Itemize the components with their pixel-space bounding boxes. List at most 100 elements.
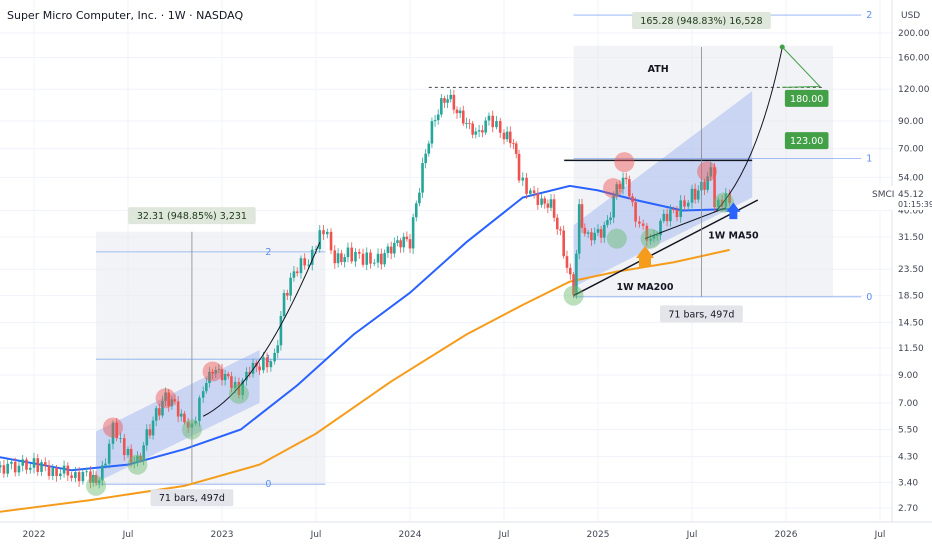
candle-body xyxy=(151,420,155,436)
candle-body xyxy=(357,251,361,254)
fib-label-right: 2 xyxy=(866,10,872,21)
measure-label-left-box xyxy=(128,207,256,225)
candle-body xyxy=(230,376,233,388)
ath-label: ATH xyxy=(648,64,669,75)
candle-body xyxy=(458,110,462,114)
time-tick-label: Jul xyxy=(122,530,134,540)
candle-body xyxy=(167,392,171,407)
price-axis-ticks: 2.70 3.40 4.30 5.50 7.00 9.00 11.50 14.50 18.50 2… xyxy=(898,29,930,514)
candle-body xyxy=(129,448,133,463)
time-axis-ticks: 2022 Jul 2023 Jul 2024 Jul 2025 Jul 2026 Jul xyxy=(23,530,886,540)
price-tick-label: 9.00 xyxy=(898,371,918,381)
candle-body xyxy=(111,422,115,444)
candle-body xyxy=(424,153,427,164)
price-tick-label: 200.00 xyxy=(898,29,930,39)
candle-body xyxy=(55,467,58,477)
candle-body xyxy=(176,401,180,417)
candle-body xyxy=(292,271,296,278)
candle-body xyxy=(142,445,145,460)
candle-body xyxy=(372,262,376,264)
candle-body xyxy=(136,455,139,463)
candle-body xyxy=(205,383,208,392)
price-axis[interactable] xyxy=(892,0,932,522)
zone-left xyxy=(96,231,326,485)
candles xyxy=(0,89,731,489)
candle-body xyxy=(495,121,498,128)
candle-body xyxy=(154,408,158,421)
candle-body xyxy=(303,258,307,266)
price-tick-label: 160.00 xyxy=(898,54,930,64)
target-123-label: 123.00 xyxy=(790,136,823,147)
candle-body xyxy=(675,210,679,218)
candle-body xyxy=(66,465,70,476)
candle-body xyxy=(565,256,569,268)
pivot-low-circle xyxy=(713,192,734,213)
candle-body xyxy=(543,198,547,204)
candle-body xyxy=(580,204,584,228)
price-tick-label: 4.30 xyxy=(898,453,918,463)
time-tick-label: 2026 xyxy=(775,530,798,540)
price-tick-label: 7.00 xyxy=(898,399,918,409)
candle-body xyxy=(336,253,340,264)
trend-lines xyxy=(191,44,824,483)
ma50-line xyxy=(0,184,730,472)
chart-title: Super Micro Computer, Inc. · 1W · NASDAQ xyxy=(7,9,243,22)
candle-body xyxy=(634,202,637,222)
candle-body xyxy=(383,253,386,265)
pivot-high-circle xyxy=(614,152,635,173)
candle-body xyxy=(436,114,440,121)
time-tick-label: Jul xyxy=(874,530,886,540)
candle-body xyxy=(477,130,481,132)
candle-body xyxy=(183,413,186,423)
candle-body xyxy=(559,229,562,231)
candle-body xyxy=(32,458,36,468)
candle-body xyxy=(728,193,731,204)
candle-body xyxy=(354,251,357,262)
candle-body xyxy=(237,381,241,396)
time-axis[interactable] xyxy=(0,522,932,550)
target-180-label-box xyxy=(784,89,829,107)
target-path xyxy=(781,46,821,88)
candle-body xyxy=(365,252,369,265)
candle-body xyxy=(575,253,578,295)
candle-body xyxy=(717,199,720,208)
candle-body xyxy=(568,267,572,275)
moving-averages xyxy=(0,184,730,513)
price-tick-label: 11.50 xyxy=(898,344,924,354)
candle-body xyxy=(89,471,92,483)
candle-body xyxy=(572,274,575,295)
bars-label-right-box xyxy=(660,305,743,323)
candle-body xyxy=(251,362,255,374)
candle-body xyxy=(361,253,365,265)
candle-body xyxy=(618,184,622,189)
candle-body xyxy=(686,202,690,207)
candle-body xyxy=(549,199,553,208)
candle-body xyxy=(713,167,716,208)
candle-body xyxy=(333,250,337,264)
candle-body xyxy=(508,131,512,144)
candle-body xyxy=(119,438,122,439)
time-tick-label: Jul xyxy=(686,530,698,540)
candle-body xyxy=(376,253,380,263)
fib-levels: 2 1 0 2 1 0 xyxy=(96,10,872,490)
price-tick-label: 31.50 xyxy=(898,233,924,243)
candle-body xyxy=(179,413,183,417)
candle-body xyxy=(529,190,532,194)
target-123-label-box xyxy=(784,132,829,150)
candle-body xyxy=(214,370,218,374)
candle-body xyxy=(94,474,98,484)
candle-body xyxy=(414,203,418,218)
pivot-high-circle xyxy=(102,417,123,438)
candle-body xyxy=(517,153,521,181)
candle-body xyxy=(97,480,101,484)
candle-body xyxy=(369,252,372,264)
candle-body xyxy=(211,371,214,374)
candle-body xyxy=(665,213,669,222)
candle-body xyxy=(139,455,142,460)
price-tick-label: 23.50 xyxy=(898,265,924,275)
candle-body xyxy=(645,225,649,241)
time-tick-label: 2025 xyxy=(587,530,610,540)
candle-body xyxy=(461,110,465,124)
measure-label-right-box xyxy=(632,12,771,29)
